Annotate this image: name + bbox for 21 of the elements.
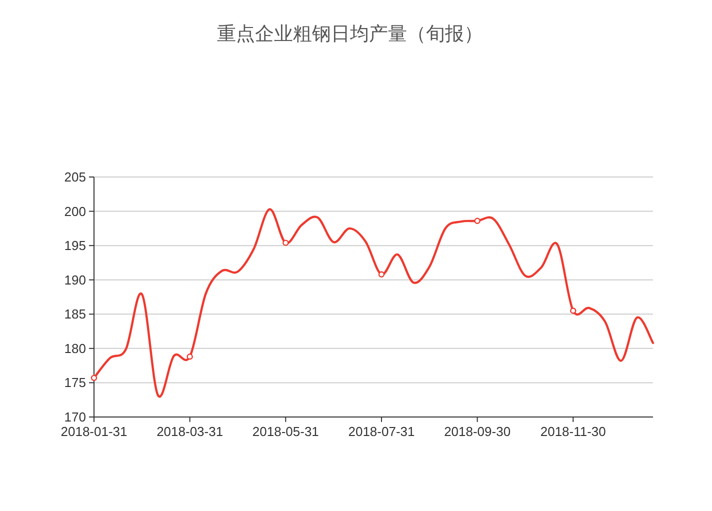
y-tick-label: 190 xyxy=(64,272,86,288)
y-tick-label: 180 xyxy=(64,340,86,356)
y-tick-label: 175 xyxy=(64,375,86,390)
point xyxy=(90,374,98,382)
point xyxy=(570,308,576,314)
point xyxy=(474,218,480,224)
x-tick-label: 2018-03-31 xyxy=(156,424,224,439)
x-tick-label: 2018-09-30 xyxy=(444,424,511,439)
chart-title: 重点企业粗钢日均产量（旬报） xyxy=(217,24,483,45)
y-tick-label: 185 xyxy=(64,306,86,322)
point xyxy=(186,354,193,360)
x-tick-label: 2018-11-30 xyxy=(540,424,606,439)
x-tick-label: 2018-01-31 xyxy=(60,424,128,439)
x-tick-label: 2018-05-31 xyxy=(252,424,319,439)
y-tick-label: 170 xyxy=(64,410,86,424)
point xyxy=(378,271,385,278)
y-tick-label: 200 xyxy=(64,204,86,219)
y-tick-label: 205 xyxy=(64,170,86,184)
x-tick-label: 2018-07-31 xyxy=(348,424,415,439)
point xyxy=(282,240,289,246)
y-tick-label: 195 xyxy=(64,238,86,254)
